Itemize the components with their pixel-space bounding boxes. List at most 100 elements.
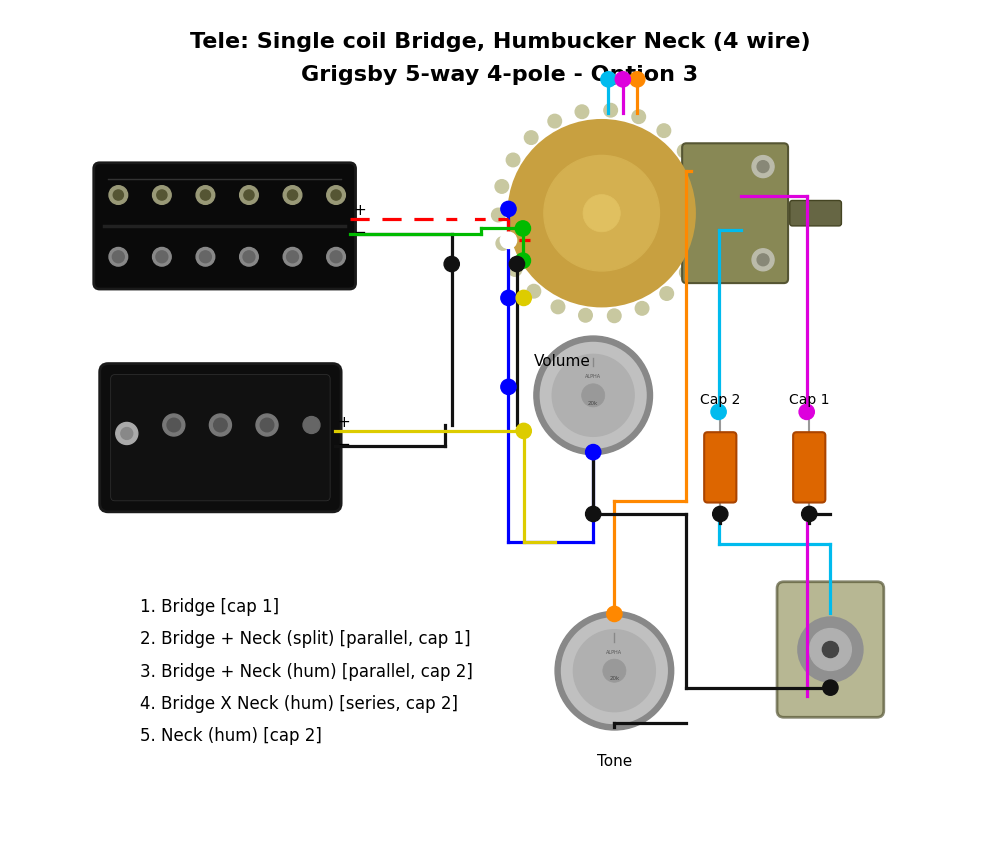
Circle shape (680, 266, 693, 280)
Circle shape (548, 114, 562, 128)
Circle shape (660, 286, 673, 300)
Circle shape (303, 416, 320, 434)
FancyBboxPatch shape (111, 375, 330, 501)
Circle shape (509, 257, 525, 272)
FancyBboxPatch shape (682, 144, 788, 283)
FancyBboxPatch shape (793, 432, 825, 502)
Circle shape (544, 156, 659, 271)
Text: 1. Bridge [cap 1]: 1. Bridge [cap 1] (140, 598, 279, 616)
Circle shape (153, 185, 171, 204)
Circle shape (552, 354, 634, 436)
Circle shape (501, 291, 516, 305)
Circle shape (607, 606, 622, 621)
Circle shape (693, 240, 706, 253)
Circle shape (515, 221, 530, 236)
Circle shape (327, 247, 345, 266)
Circle shape (562, 618, 667, 723)
Circle shape (458, 212, 474, 227)
Circle shape (244, 190, 254, 200)
Circle shape (799, 405, 814, 420)
Circle shape (240, 247, 258, 266)
Text: 20k: 20k (588, 400, 598, 405)
Circle shape (822, 642, 838, 658)
Circle shape (586, 445, 601, 460)
FancyBboxPatch shape (704, 432, 736, 502)
Circle shape (330, 251, 342, 263)
Circle shape (698, 212, 712, 225)
Circle shape (515, 253, 530, 269)
Circle shape (506, 153, 520, 167)
Text: ALPHA: ALPHA (585, 375, 601, 379)
Circle shape (163, 414, 185, 436)
Circle shape (256, 414, 278, 436)
Circle shape (583, 195, 620, 232)
Circle shape (501, 233, 516, 248)
Circle shape (809, 629, 851, 671)
Circle shape (116, 422, 138, 445)
Circle shape (121, 428, 133, 439)
Circle shape (157, 190, 167, 200)
Circle shape (153, 247, 171, 266)
Circle shape (615, 71, 630, 87)
Circle shape (516, 291, 531, 305)
Text: −: − (354, 225, 367, 241)
Circle shape (586, 507, 601, 522)
Circle shape (711, 405, 726, 420)
Circle shape (657, 124, 671, 138)
Circle shape (802, 507, 817, 522)
Text: −: − (337, 437, 350, 452)
Circle shape (112, 251, 124, 263)
Circle shape (167, 418, 181, 432)
Circle shape (113, 190, 123, 200)
Circle shape (752, 249, 774, 271)
Circle shape (243, 251, 255, 263)
Circle shape (677, 144, 691, 158)
Circle shape (492, 208, 505, 222)
Circle shape (630, 71, 645, 87)
Text: Tele: Single coil Bridge, Humbucker Neck (4 wire): Tele: Single coil Bridge, Humbucker Neck… (190, 32, 810, 52)
Circle shape (691, 169, 705, 183)
Circle shape (260, 418, 274, 432)
Circle shape (579, 309, 592, 322)
Circle shape (524, 131, 538, 145)
Circle shape (632, 110, 645, 123)
Circle shape (603, 659, 626, 683)
Circle shape (209, 414, 231, 436)
Text: Tone: Tone (597, 754, 632, 769)
Circle shape (287, 190, 298, 200)
Circle shape (109, 185, 128, 204)
Circle shape (196, 185, 215, 204)
Circle shape (757, 254, 769, 266)
Circle shape (604, 104, 617, 117)
Circle shape (109, 247, 128, 266)
Text: Volume: Volume (534, 354, 591, 369)
Circle shape (698, 197, 711, 211)
Circle shape (496, 236, 510, 250)
Circle shape (501, 201, 516, 217)
Circle shape (555, 611, 674, 730)
Circle shape (240, 185, 258, 204)
Text: Cap 2: Cap 2 (700, 393, 740, 407)
Circle shape (607, 309, 621, 322)
Circle shape (495, 179, 509, 193)
Text: ALPHA: ALPHA (606, 649, 622, 654)
Circle shape (573, 630, 655, 711)
Circle shape (287, 251, 298, 263)
Circle shape (575, 105, 589, 118)
Circle shape (582, 384, 605, 407)
Circle shape (508, 120, 695, 306)
Text: 3. Bridge + Neck (hum) [parallel, cap 2]: 3. Bridge + Neck (hum) [parallel, cap 2] (140, 662, 473, 681)
Text: 20k: 20k (609, 676, 620, 681)
Circle shape (601, 71, 616, 87)
Text: 5. Neck (hum) [cap 2]: 5. Neck (hum) [cap 2] (140, 727, 322, 745)
Text: 2. Bridge + Neck (split) [parallel, cap 1]: 2. Bridge + Neck (split) [parallel, cap … (140, 631, 471, 649)
Circle shape (516, 423, 531, 439)
FancyBboxPatch shape (94, 163, 356, 289)
Circle shape (214, 418, 227, 432)
Circle shape (283, 247, 302, 266)
FancyBboxPatch shape (790, 201, 841, 226)
Text: +: + (337, 415, 350, 430)
Circle shape (757, 161, 769, 173)
Circle shape (444, 257, 459, 272)
Circle shape (508, 263, 522, 276)
